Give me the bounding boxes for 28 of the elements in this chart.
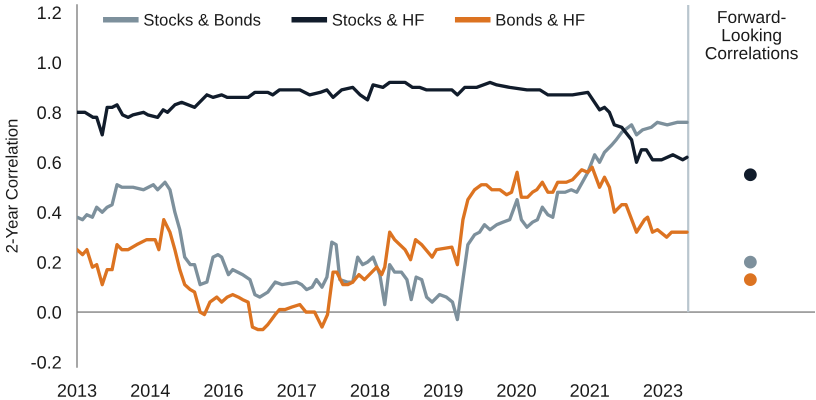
point <box>744 273 757 286</box>
line-series <box>77 80 689 164</box>
x-tick-label: 2021 <box>570 384 609 397</box>
point <box>744 256 757 269</box>
y-tick-label: 0.4 <box>37 206 62 219</box>
legend-label: Stocks & HF <box>332 13 424 26</box>
y-axis-title: 2-Year Correlation <box>5 120 18 252</box>
y-tick-label: -0.2 <box>31 356 61 369</box>
x-tick-label: 2014 <box>131 384 170 397</box>
y-tick-label: 0.2 <box>37 256 61 269</box>
legend-label: Bonds & HF <box>496 13 584 26</box>
point <box>744 168 757 182</box>
x-tick-label: 2013 <box>58 384 96 397</box>
y-tick-label: 0.6 <box>37 156 61 170</box>
x-tick-label: 2023 <box>644 384 682 397</box>
line-series <box>77 120 689 322</box>
y-tick-label: 1.0 <box>38 56 62 70</box>
x-tick-label: 2019 <box>424 384 462 397</box>
x-tick-label: 2017 <box>278 384 316 397</box>
y-tick-label: 1.2 <box>38 6 61 20</box>
x-tick-label: 2016 <box>204 384 243 397</box>
x-tick-label: 2020 <box>497 384 536 397</box>
legend-label: Stocks & Bonds <box>144 13 260 26</box>
y-tick-label: 0.0 <box>37 306 62 319</box>
y-tick-label: 0.8 <box>37 106 61 120</box>
line-series <box>77 166 689 332</box>
annotation: Forward- Looking Correlations <box>706 10 798 60</box>
x-tick-label: 2018 <box>350 384 390 397</box>
